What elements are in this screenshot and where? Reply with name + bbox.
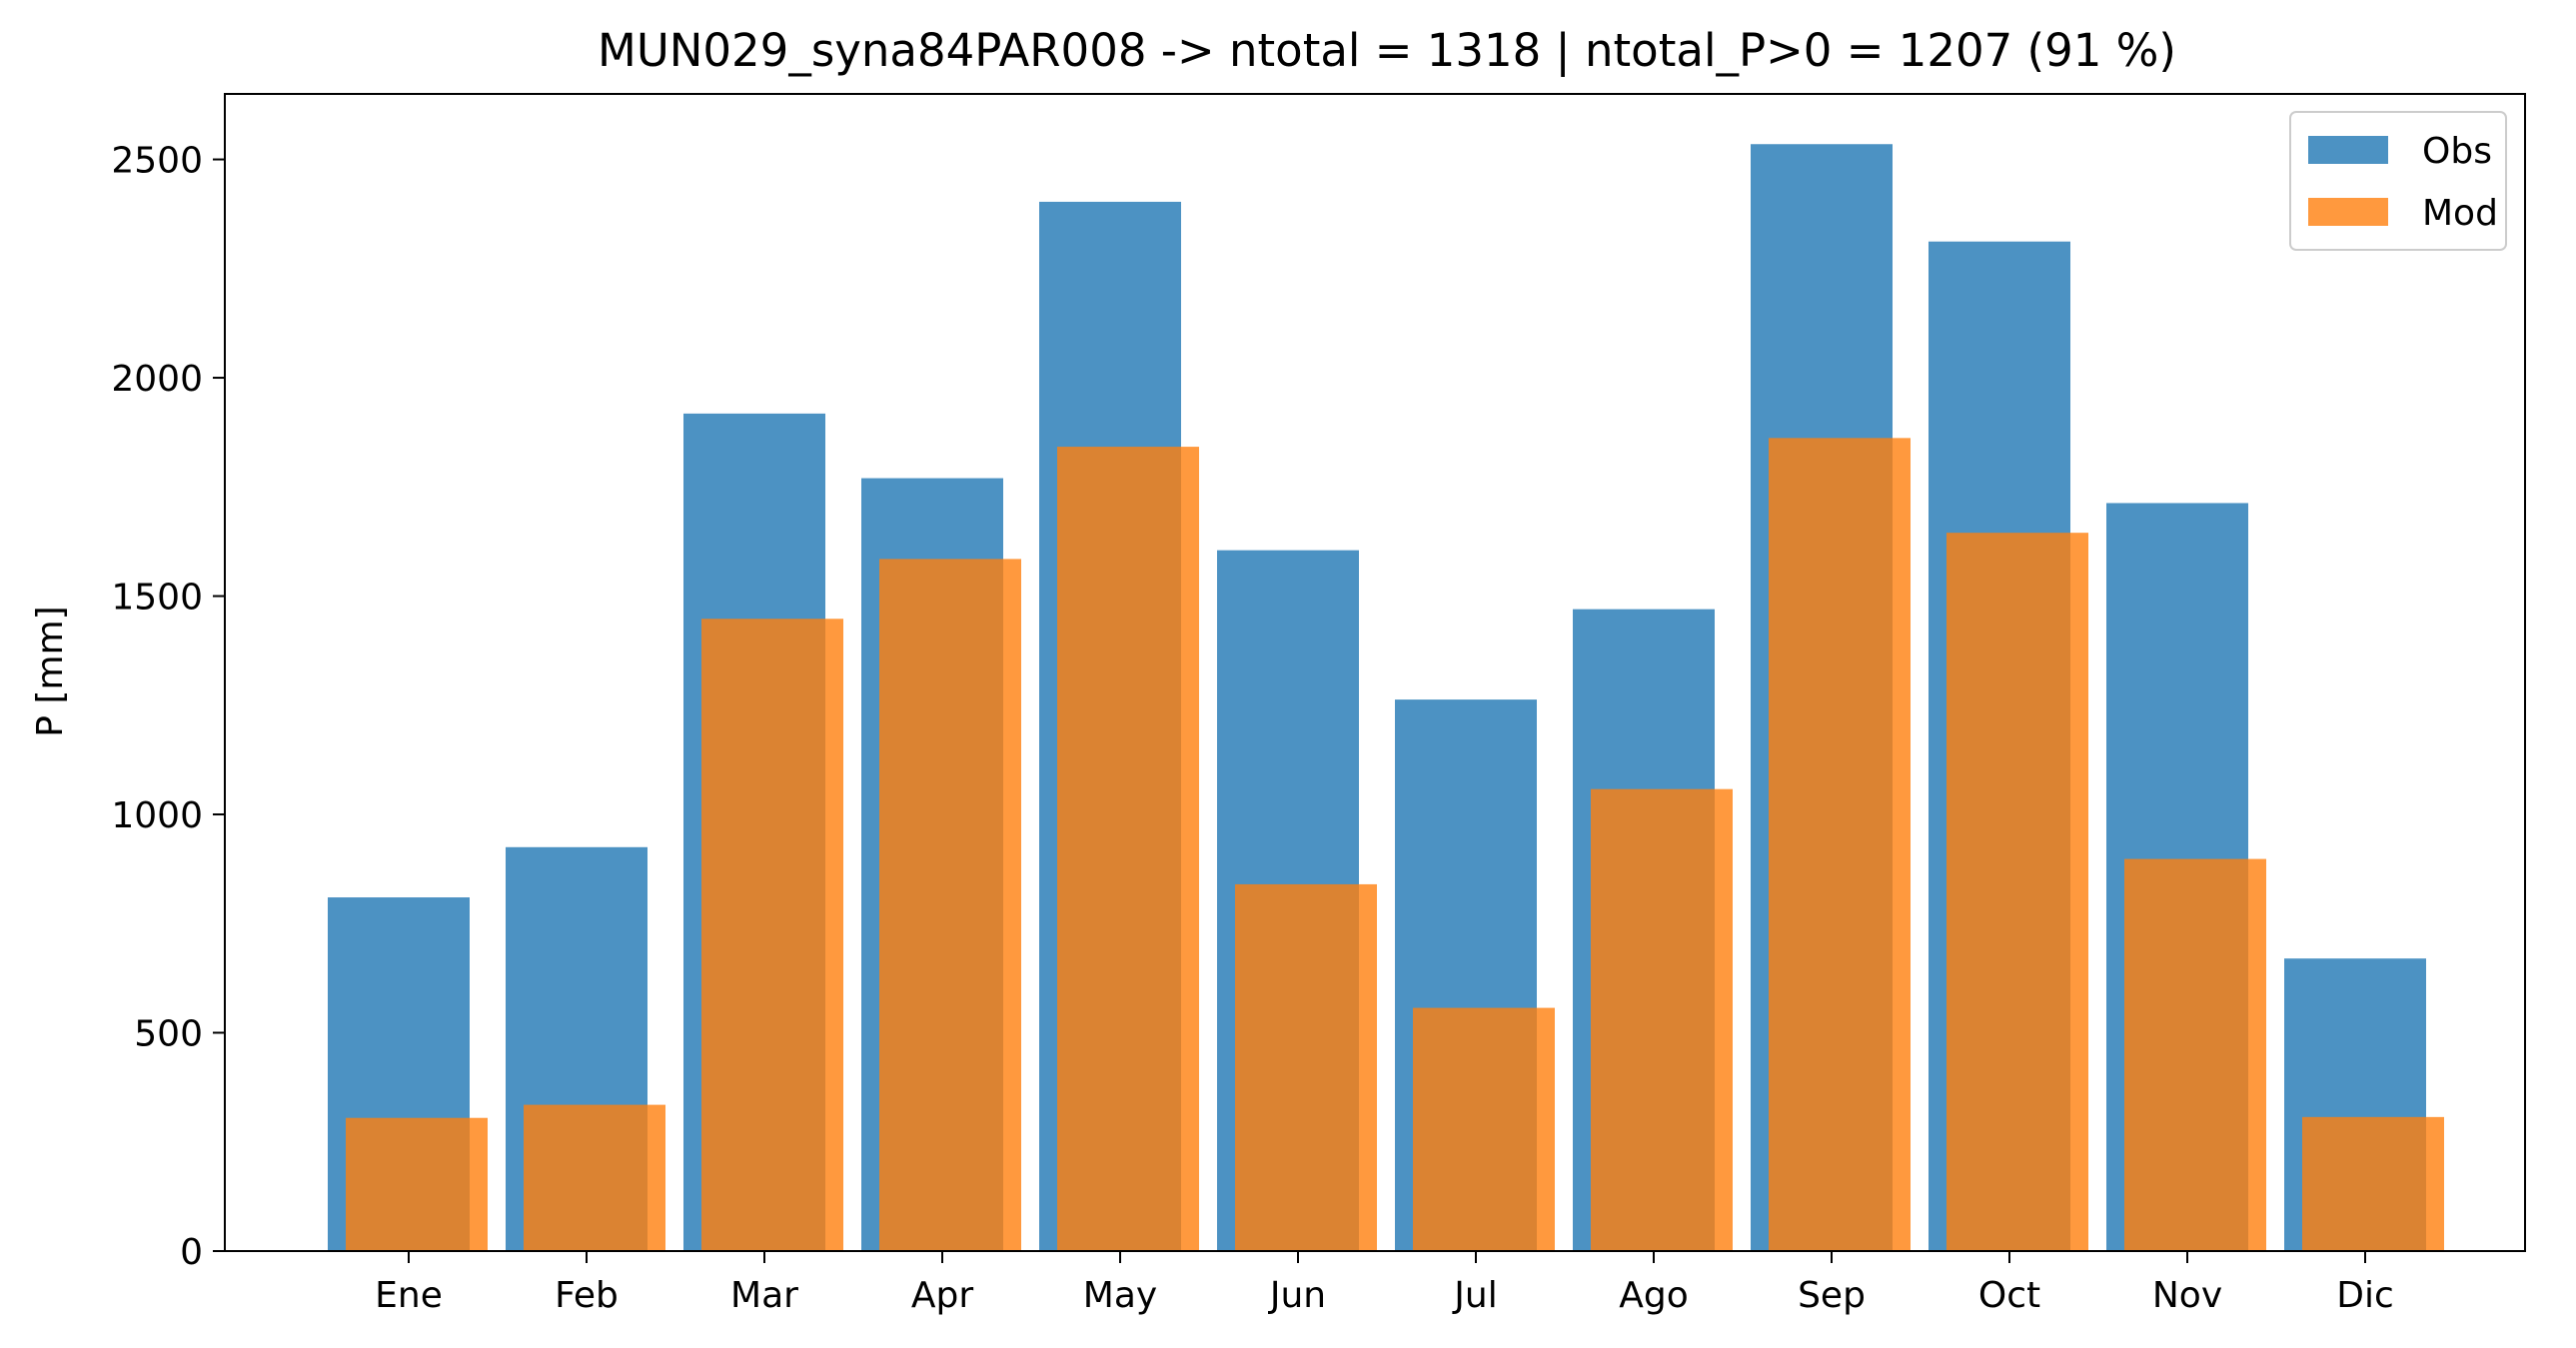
- plot-frame: [224, 93, 2526, 1252]
- bar-mod-feb: [524, 1104, 665, 1251]
- bar-mod-ene: [346, 1117, 488, 1251]
- x-tick-label: May: [1083, 1275, 1157, 1316]
- x-tick-label: Jul: [1452, 1275, 1497, 1316]
- bar-mod-jul: [1413, 1007, 1555, 1251]
- bar-mod-oct: [1946, 533, 2088, 1251]
- x-tick-label: Ene: [375, 1275, 443, 1316]
- legend-swatch-mod: [2308, 198, 2388, 226]
- y-tick-label: 1000: [111, 795, 203, 836]
- x-tick-label: Ago: [1619, 1275, 1689, 1316]
- legend-swatch-obs: [2308, 136, 2388, 164]
- mod-bars: [346, 438, 2444, 1251]
- y-tick-label: 1500: [111, 578, 203, 619]
- x-tick-label: Apr: [911, 1275, 973, 1316]
- y-tick-label: 2000: [111, 359, 203, 400]
- x-axis-ticks: Ene Feb Mar Apr May Jun Jul Ago Sep Oct Nov Dic: [375, 1251, 2394, 1316]
- y-tick-label: 500: [134, 1014, 203, 1055]
- x-tick-label: Dic: [2336, 1275, 2394, 1316]
- x-tick-label: Feb: [555, 1275, 619, 1316]
- y-tick-label: 0: [180, 1232, 203, 1273]
- bar-mod-sep: [1769, 438, 1911, 1251]
- bar-mod-dic: [2302, 1116, 2444, 1251]
- y-axis-label: P [mm]: [30, 606, 71, 736]
- x-tick-label: Sep: [1798, 1275, 1866, 1316]
- bar-mod-may: [1057, 447, 1199, 1251]
- legend-label-obs: Obs: [2422, 131, 2492, 172]
- chart-title: MUN029_syna84PAR008 -> ntotal = 1318 | n…: [598, 24, 2176, 77]
- x-tick-label: Oct: [1978, 1275, 2040, 1316]
- y-axis-ticks: 0 500 1000 1500 2000 2500: [111, 141, 225, 1273]
- x-tick-label: Nov: [2152, 1275, 2222, 1316]
- y-tick-label: 2500: [111, 141, 203, 182]
- legend-label-mod: Mod: [2422, 193, 2498, 234]
- x-tick-label: Jun: [1268, 1275, 1326, 1316]
- bar-mod-jun: [1235, 883, 1377, 1251]
- bar-mod-nov: [2124, 858, 2266, 1251]
- bar-mod-mar: [701, 619, 843, 1251]
- bar-mod-apr: [879, 559, 1021, 1251]
- bar-mod-ago: [1591, 788, 1733, 1251]
- x-tick-label: Mar: [730, 1275, 798, 1316]
- legend: Obs Mod: [2289, 111, 2507, 251]
